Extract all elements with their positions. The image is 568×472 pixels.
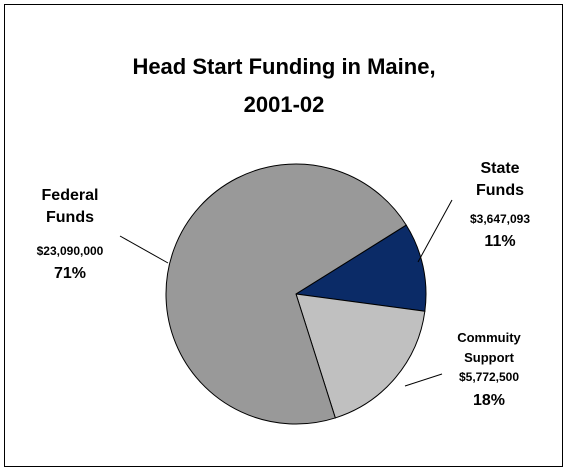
slice-amount: $3,647,093 [469, 212, 531, 226]
slice-percent: 11% [484, 233, 516, 250]
leader-line [119, 235, 169, 264]
leader-line [417, 199, 453, 263]
slice-name: State Funds [476, 160, 524, 199]
chart-title: Head Start Funding in Maine, 2001-02 [132, 54, 436, 117]
pie-slice [295, 293, 426, 419]
slice-amount: $23,090,000 [36, 244, 104, 258]
leader-line [404, 373, 443, 387]
pie [165, 163, 427, 425]
slice-name: Commuity Support [457, 330, 521, 365]
slice-percent: 71% [53, 265, 87, 282]
slice-name: Federal Funds [41, 187, 99, 226]
slice-percent: 18% [472, 392, 506, 409]
pie-slice [165, 163, 407, 425]
pie-slice [294, 224, 427, 312]
slice-amount: $5,772,500 [458, 370, 520, 384]
